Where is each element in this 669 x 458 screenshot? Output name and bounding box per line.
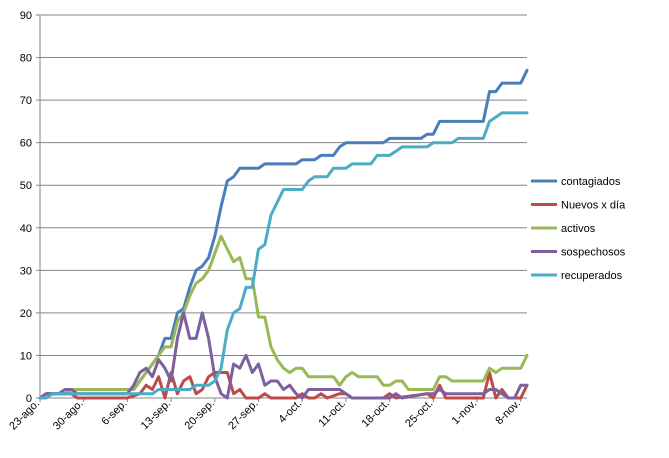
series-lines: [38, 68, 529, 400]
x-tick-label: 27-sep.: [226, 398, 260, 432]
y-tick-label: 60: [20, 138, 32, 150]
legend-label-recuperados: recuperados: [561, 270, 623, 282]
x-tick-label: 25-oct.: [403, 398, 435, 430]
x-tick-label: 11-oct.: [316, 398, 348, 430]
y-tick-label: 70: [20, 95, 32, 107]
y-tick-label: 30: [20, 265, 32, 277]
legend-label-contagiados: contagiados: [561, 176, 621, 188]
series-line-recuperados: [38, 111, 529, 400]
y-tick-label: 40: [20, 223, 32, 235]
x-tick-label: 23-ago.: [7, 398, 42, 433]
y-tick-label: 0: [26, 393, 32, 405]
x-tick-label: 30-ago.: [51, 398, 86, 433]
legend: contagiados Nuevos x día activos sospechoso…: [531, 176, 626, 282]
x-tick-label: 6-sep.: [99, 398, 129, 428]
series-line-contagiados: [38, 68, 529, 400]
x-tick-label: 13-sep.: [139, 398, 173, 432]
legend-label-activos: activos: [561, 223, 596, 235]
y-tick-label: 10: [20, 350, 32, 362]
y-tick-label: 20: [20, 308, 32, 320]
series-line-sospechosos: [38, 311, 529, 400]
y-tick-label: 90: [20, 10, 32, 22]
y-tick-label: 80: [20, 53, 32, 65]
legend-label-sospechosos: sospechosos: [561, 247, 626, 259]
x-tick-label: 1-nov.: [450, 398, 480, 428]
x-tick-label: 18-oct.: [359, 398, 391, 430]
gridlines: [40, 14, 527, 399]
y-tick-label: 50: [20, 180, 32, 192]
axes: 0 10 20 30 40 50 60 70 80 90 23-ago. 30-ago. 6-sep. 1…: [7, 10, 527, 433]
series-line-activos: [38, 234, 529, 400]
x-tick-label: 8-nov.: [493, 398, 523, 428]
x-tick-label: 20-sep.: [183, 398, 217, 432]
legend-label-nuevos-x-d-a: Nuevos x día: [561, 200, 626, 212]
x-tick-label: 4-oct.: [276, 398, 304, 426]
